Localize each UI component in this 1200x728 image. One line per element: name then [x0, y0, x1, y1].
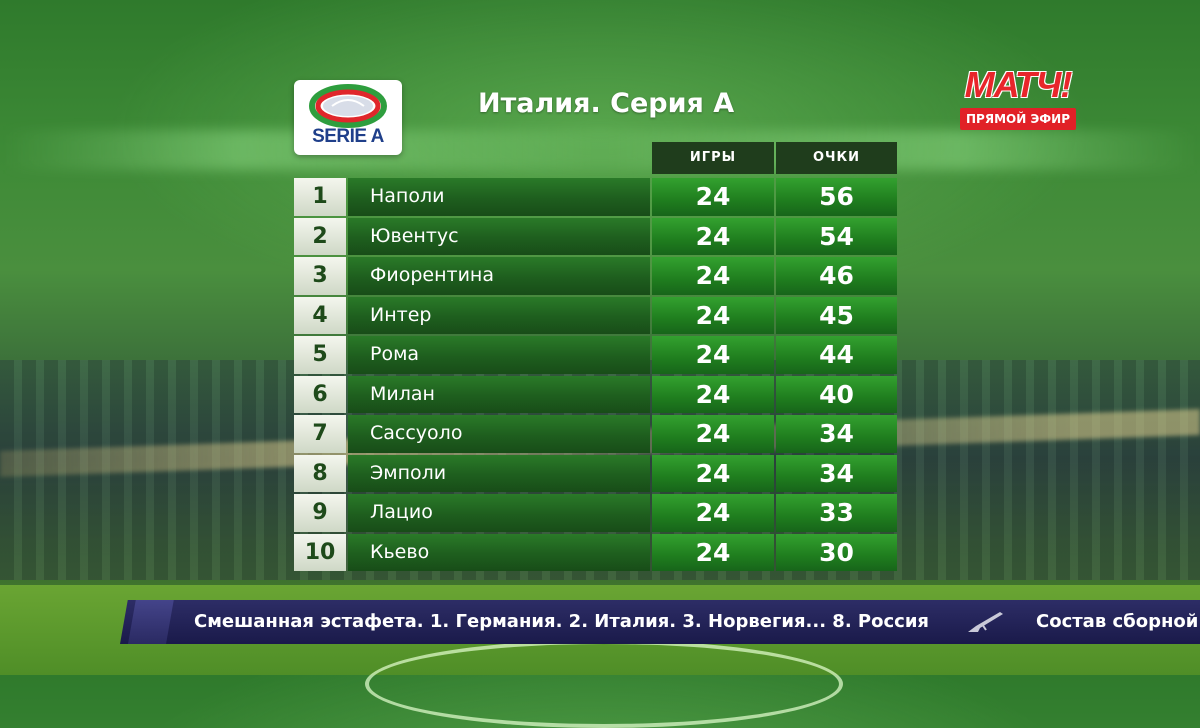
points-cell: 45 [776, 296, 897, 334]
team-name: Эмполи [348, 454, 650, 492]
header-points: ОЧКИ [776, 142, 897, 174]
points-cell: 34 [776, 454, 897, 492]
points-cell: 56 [776, 178, 897, 216]
games-cell: 24 [652, 336, 774, 374]
games-cell: 24 [652, 494, 774, 532]
position-cell: 9 [294, 494, 346, 532]
games-cell: 24 [652, 217, 774, 255]
position-cell: 10 [294, 533, 346, 571]
position-cell: 3 [294, 257, 346, 295]
ticker-accent [128, 600, 174, 644]
games-cell: 24 [652, 533, 774, 571]
position-cell: 4 [294, 296, 346, 334]
games-cell: 24 [652, 454, 774, 492]
team-name: Рома [348, 336, 650, 374]
points-cell: 46 [776, 257, 897, 295]
team-name: Лацио [348, 494, 650, 532]
table-row: 5 Рома 24 44 [294, 336, 897, 374]
pitch-center-circle [365, 640, 843, 728]
serie-a-emblem-icon [309, 84, 387, 128]
position-cell: 2 [294, 217, 346, 255]
points-cell: 34 [776, 415, 897, 453]
games-cell: 24 [652, 415, 774, 453]
team-name: Кьево [348, 533, 650, 571]
table-row: 3 Фиорентина 24 46 [294, 257, 897, 295]
team-name: Ювентус [348, 217, 650, 255]
logo-text: SERIE A [312, 126, 384, 147]
points-cell: 54 [776, 217, 897, 255]
games-cell: 24 [652, 178, 774, 216]
broadcaster-logo: МАТЧ! ПРЯМОЙ ЭФИР [958, 66, 1078, 130]
team-name: Сассуоло [348, 415, 650, 453]
broadcaster-name: МАТЧ! [964, 64, 1073, 105]
points-cell: 40 [776, 375, 897, 413]
points-cell: 33 [776, 494, 897, 532]
table-row: 9 Лацио 24 33 [294, 494, 897, 532]
games-cell: 24 [652, 375, 774, 413]
live-badge: ПРЯМОЙ ЭФИР [960, 108, 1076, 130]
background-haze [0, 130, 1200, 170]
points-cell: 44 [776, 336, 897, 374]
table-row: 7 Сассуоло 24 34 [294, 415, 897, 453]
team-name: Наполи [348, 178, 650, 216]
table-row: 4 Интер 24 45 [294, 296, 897, 334]
ticker-next-headline: Состав сборной [1036, 611, 1199, 632]
rifle-icon [968, 612, 1003, 632]
team-name: Милан [348, 375, 650, 413]
position-cell: 1 [294, 178, 346, 216]
table-row: 1 Наполи 24 56 [294, 178, 897, 216]
table-row: 6 Милан 24 40 [294, 375, 897, 413]
games-cell: 24 [652, 296, 774, 334]
position-cell: 6 [294, 375, 346, 413]
ticker-headline: Смешанная эстафета. 1. Германия. 2. Итал… [194, 611, 929, 632]
standings-rows: 1 Наполи 24 56 2 Ювентус 24 54 3 Фиорентина 24 46 4 И… [294, 178, 897, 573]
position-cell: 8 [294, 454, 346, 492]
points-cell: 30 [776, 533, 897, 571]
team-name: Интер [348, 296, 650, 334]
header-games: ИГРЫ [652, 142, 774, 174]
team-name: Фиорентина [348, 257, 650, 295]
serie-a-logo: SERIE A [294, 80, 402, 155]
page-title: Италия. Серия А [478, 88, 735, 119]
table-row: 8 Эмполи 24 34 [294, 454, 897, 492]
games-cell: 24 [652, 257, 774, 295]
position-cell: 5 [294, 336, 346, 374]
table-row: 2 Ювентус 24 54 [294, 217, 897, 255]
table-row: 10 Кьево 24 30 [294, 533, 897, 571]
position-cell: 7 [294, 415, 346, 453]
